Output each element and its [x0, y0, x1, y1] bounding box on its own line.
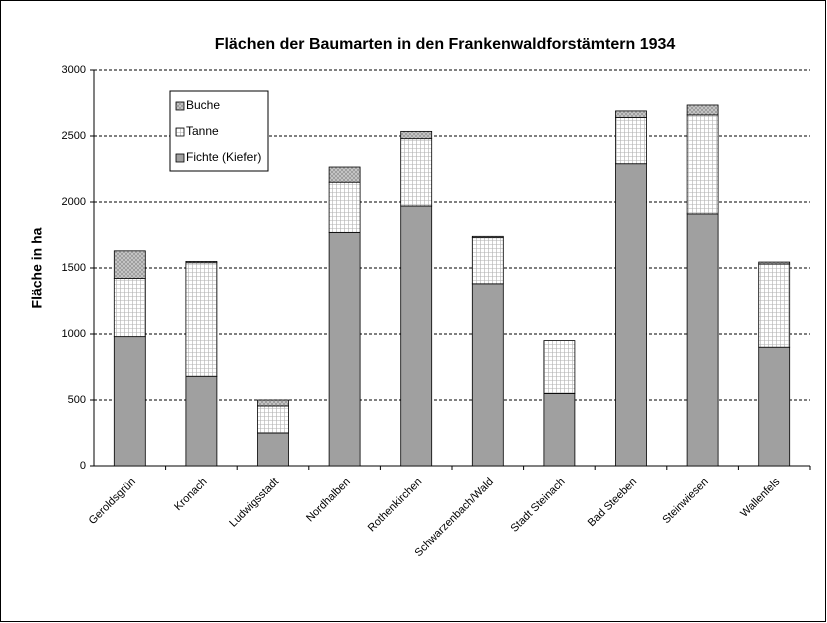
bar-segment	[543, 340, 576, 394]
chart-title: Flächen der Baumarten in den Frankenwald…	[215, 36, 676, 53]
legend-swatch	[175, 127, 185, 137]
y-tick-label: 3000	[62, 64, 86, 76]
bar-segment	[686, 114, 719, 215]
y-tick-label: 2000	[62, 196, 86, 208]
bar-segment	[543, 392, 576, 467]
y-axis-label: Fläche in ha	[29, 227, 45, 308]
bar-segment	[615, 163, 647, 467]
bar-segment	[471, 235, 504, 239]
legend: Buche Tanne Fichte (Kiefer)	[169, 90, 269, 172]
bar-segment	[471, 283, 504, 467]
bar-segment	[758, 346, 791, 467]
bar-segment	[257, 405, 289, 434]
bar-segment	[185, 375, 218, 467]
bar-segment	[185, 260, 218, 264]
y-tick-label: 2500	[62, 130, 86, 142]
legend-box	[169, 90, 269, 172]
legend-swatch	[175, 153, 185, 163]
bar-segment	[686, 104, 719, 116]
legend-label: Fichte (Kiefer)	[186, 150, 261, 164]
bar-segment	[328, 181, 361, 233]
bar-segment	[113, 250, 146, 279]
bar-segment	[758, 261, 791, 265]
bar-segment	[328, 231, 361, 467]
legend-label: Tanne	[186, 124, 219, 138]
bar-segment	[615, 110, 647, 118]
bar-segment	[113, 278, 146, 338]
bar-segment	[400, 130, 433, 140]
y-tick-label: 500	[68, 394, 86, 406]
bar-segment	[400, 205, 433, 467]
y-tick-label: 1500	[62, 262, 86, 274]
bar-segment	[686, 213, 719, 467]
bar-segment	[257, 399, 289, 407]
bar-segment	[471, 237, 504, 285]
bar-segment	[758, 263, 791, 348]
legend-swatch	[175, 101, 185, 111]
bar-segment	[615, 117, 647, 165]
bar-segment	[257, 432, 289, 467]
y-tick-label: 0	[80, 460, 86, 472]
legend-label: Buche	[186, 98, 220, 112]
y-tick-label: 1000	[62, 328, 86, 340]
bar-segment	[400, 138, 433, 207]
bar-segment	[185, 262, 218, 377]
bar-segment	[113, 336, 146, 467]
bar-segment	[328, 166, 361, 183]
